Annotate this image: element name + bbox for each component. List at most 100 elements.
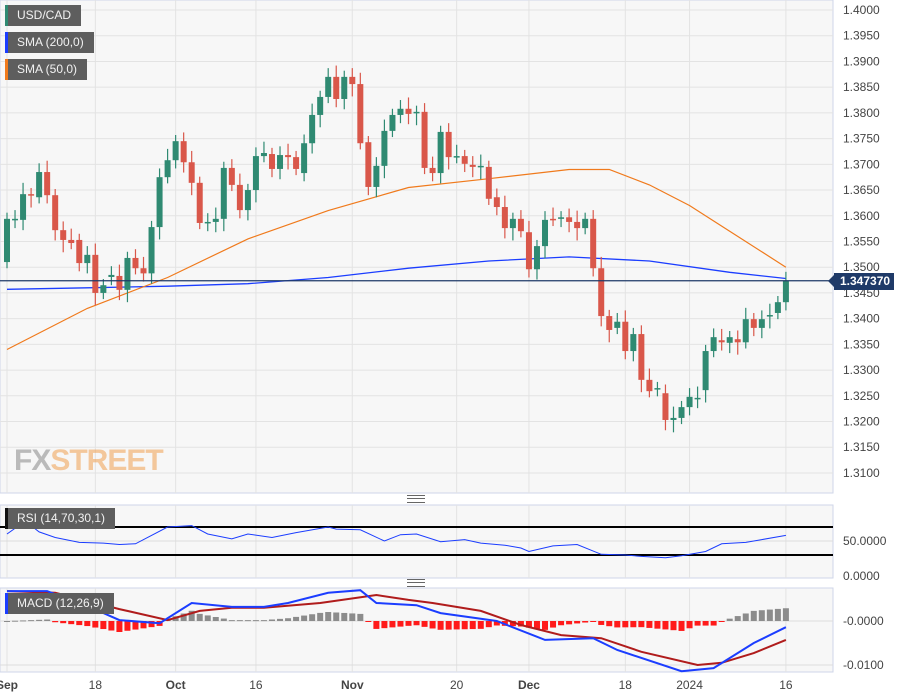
candle-body <box>646 379 653 392</box>
legend-sma50[interactable]: SMA (50,0) <box>5 59 88 80</box>
macd-pane <box>0 587 834 673</box>
candle <box>461 149 468 173</box>
candle-body <box>614 321 621 328</box>
candle-body <box>574 221 581 229</box>
price-tick-label: 1.3300 <box>843 363 880 377</box>
price-tick-label: 1.3750 <box>843 132 880 146</box>
candle-body <box>196 182 203 223</box>
macd-tick-label: -0.0100 <box>843 658 884 672</box>
candle-body <box>100 285 107 293</box>
candle <box>437 125 444 184</box>
legend-color-swatch <box>5 5 8 26</box>
candle <box>68 228 75 250</box>
macd-histogram-bar <box>533 621 540 629</box>
candle <box>325 68 332 104</box>
candle <box>718 328 725 351</box>
candle <box>413 105 420 126</box>
candle <box>164 148 171 184</box>
candle <box>678 400 685 425</box>
candle <box>550 207 557 227</box>
watermark-fx: FX <box>14 444 51 477</box>
candle-body <box>734 339 741 343</box>
candle <box>349 68 356 97</box>
candle-body <box>598 268 605 317</box>
candle-body <box>542 219 549 247</box>
rsi-tick-label: 0.0000 <box>843 569 880 583</box>
candle-body <box>469 164 476 167</box>
rsi-pane-resize-handle[interactable] <box>407 495 425 503</box>
macd-histogram-bar <box>4 621 10 622</box>
candle-body <box>164 160 171 178</box>
candle <box>236 173 243 219</box>
candle <box>12 210 19 229</box>
candle-body <box>76 239 83 264</box>
time-tick-label: 20 <box>450 678 464 692</box>
macd-histogram-bar <box>277 618 284 621</box>
candle-body <box>341 76 348 99</box>
candle-body <box>277 155 284 169</box>
candle-body <box>718 340 725 343</box>
candle <box>4 212 10 269</box>
price-tick-label: 1.3250 <box>843 389 880 403</box>
candle-body <box>421 111 428 168</box>
candle <box>742 307 749 349</box>
candle-body <box>606 316 613 330</box>
macd-histogram-bar <box>774 608 781 621</box>
candle <box>44 160 51 204</box>
candle-body <box>566 217 573 222</box>
macd-histogram-bar <box>252 620 259 622</box>
candle <box>694 386 701 409</box>
macd-histogram-bar <box>477 621 484 629</box>
candle <box>357 72 364 150</box>
candle <box>421 103 428 175</box>
legend-usdcad[interactable]: USD/CAD <box>5 5 82 26</box>
macd-histogram-bar <box>590 621 597 622</box>
macd-histogram-bar <box>196 613 203 621</box>
time-tick-label: Nov <box>341 678 364 692</box>
candle-body <box>285 155 292 158</box>
candle-body <box>252 156 259 191</box>
macd-histogram-bar <box>694 621 701 626</box>
candle-body <box>156 177 163 228</box>
price-tick-label: 1.3800 <box>843 106 880 120</box>
macd-histogram-bar <box>550 621 557 628</box>
macd-signal-line <box>6 590 787 667</box>
candle <box>533 239 540 280</box>
candle <box>317 90 324 128</box>
macd-histogram-bar <box>349 613 356 621</box>
macd-histogram-bar <box>268 619 275 621</box>
candle-body <box>172 141 179 161</box>
candle <box>566 208 573 233</box>
macd-histogram-bar <box>686 621 693 629</box>
legend-sma200[interactable]: SMA (200,0) <box>5 32 94 53</box>
macd-histogram-bar <box>301 615 308 621</box>
macd-pane-resize-handle[interactable] <box>407 579 425 587</box>
candle-body <box>108 274 115 277</box>
candle <box>734 330 741 355</box>
candle <box>485 160 492 205</box>
price-tick-label: 1.4000 <box>843 3 880 17</box>
legend-rsi[interactable]: RSI (14,70,30,1) <box>5 508 116 529</box>
macd-histogram-bar <box>558 621 565 626</box>
candle-body <box>36 172 43 198</box>
candle <box>52 189 59 241</box>
macd-histogram-bar <box>453 621 460 630</box>
candle <box>333 65 340 108</box>
macd-histogram-bar <box>148 621 155 628</box>
macd-histogram-bar <box>782 608 789 621</box>
candle-body <box>12 218 19 221</box>
candle <box>268 147 275 178</box>
candle <box>405 97 412 125</box>
macd-histogram-bar <box>614 621 621 628</box>
macd-histogram-bar <box>662 621 669 630</box>
time-tick-label: 18 <box>619 678 633 692</box>
legend-macd[interactable]: MACD (12,26,9) <box>5 593 114 614</box>
candle-body <box>389 114 396 131</box>
time-tick-label: Oct <box>166 678 186 692</box>
candle <box>92 243 99 306</box>
candle-body <box>397 108 404 115</box>
candle-body <box>686 396 693 408</box>
time-tick-label: 16 <box>779 678 793 692</box>
candle <box>365 136 372 196</box>
